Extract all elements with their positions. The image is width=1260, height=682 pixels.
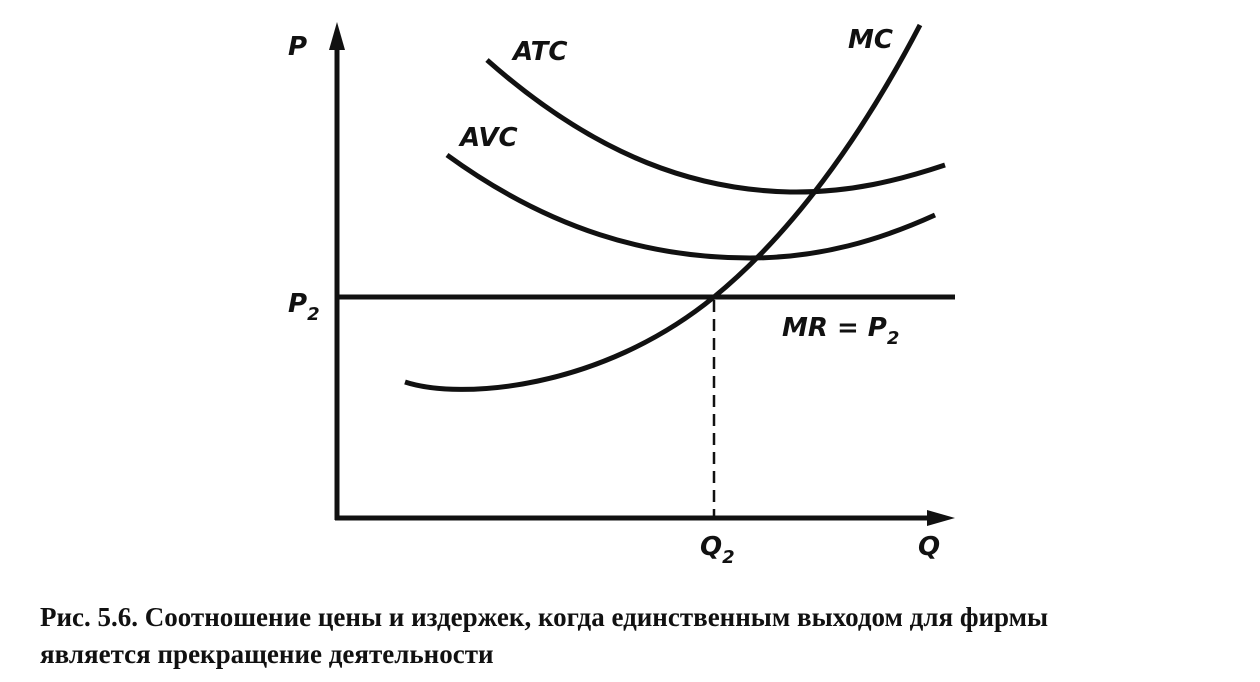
p2-label: P2 [288, 289, 320, 325]
mc-label: MC [848, 25, 893, 55]
mr-main: MR = P [782, 313, 887, 343]
q2-label: Q2 [700, 532, 735, 568]
mc-curve [404, 23, 923, 392]
avc-curve [445, 152, 937, 261]
x-axis-label: Q [918, 532, 940, 562]
x-axis-arrow [927, 510, 955, 526]
q2-main: Q [700, 532, 722, 562]
mr-label: MR = P2 [782, 313, 899, 349]
p2-main: P [288, 289, 307, 319]
atc-curve [485, 58, 946, 195]
y-axis-arrow [329, 22, 345, 50]
avc-label: AVC [458, 123, 518, 153]
mr-sub: 2 [887, 328, 900, 349]
q2-sub: 2 [722, 547, 735, 568]
caption-line: является прекращение деятельности [40, 639, 494, 669]
caption-line: Рис. 5.6. Соотношение цены и издержек, к… [40, 602, 1048, 632]
y-axis-label: P [288, 32, 307, 62]
atc-label: ATC [511, 37, 567, 67]
p2-sub: 2 [307, 304, 320, 325]
